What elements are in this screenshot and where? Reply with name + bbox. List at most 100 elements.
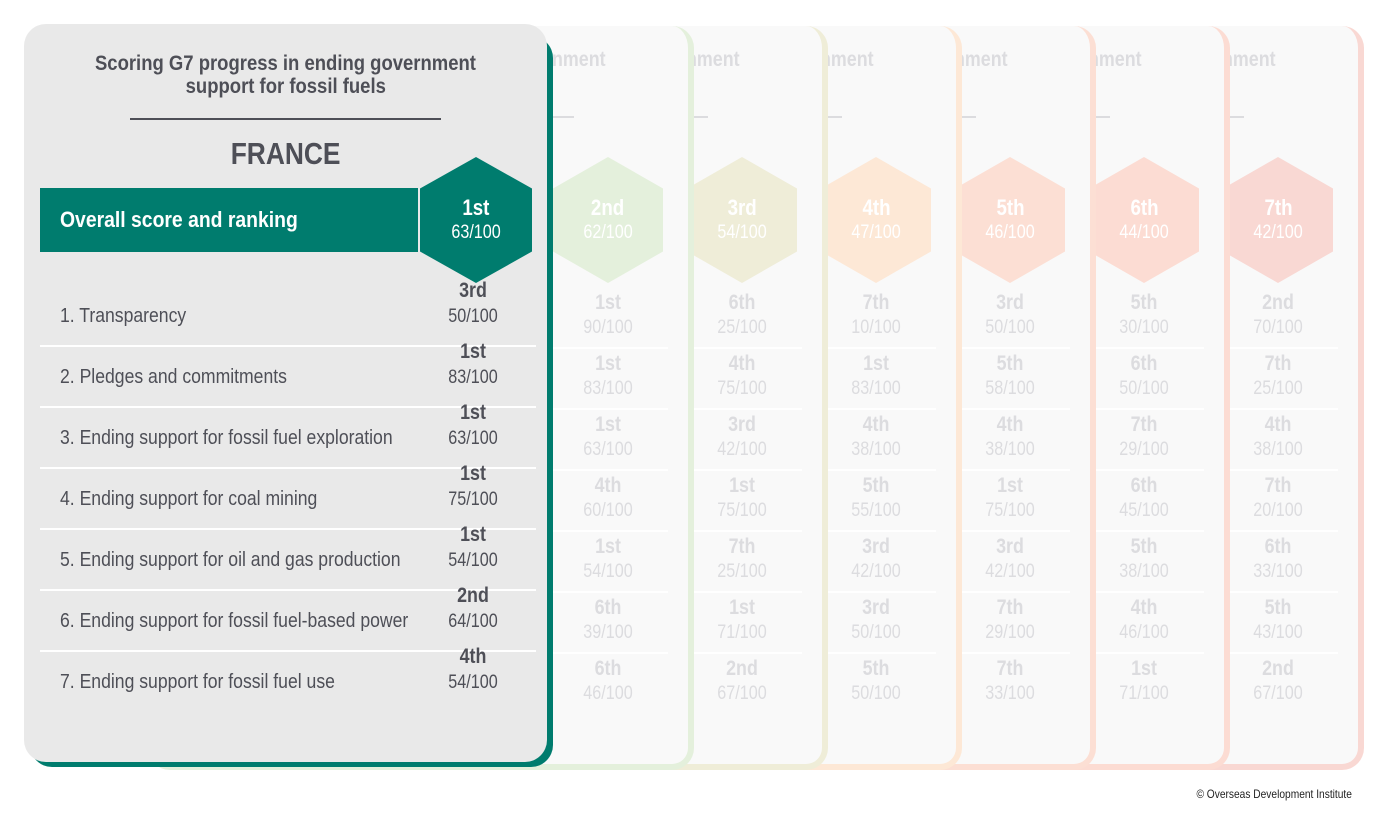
row-divider bbox=[1210, 530, 1338, 532]
category-rank: 7th bbox=[996, 657, 1024, 680]
row-divider bbox=[808, 652, 936, 654]
category-rank: 7th bbox=[1264, 474, 1292, 497]
category-score: 75/100 bbox=[985, 500, 1035, 521]
category-score-cell: 2nd 67/100 bbox=[687, 656, 797, 716]
category-score-cell: 3rd 50/100 bbox=[955, 290, 1065, 350]
category-score: 70/100 bbox=[1253, 317, 1303, 338]
category-score-cell: 3rd 42/100 bbox=[687, 412, 797, 472]
category-rank: 2nd bbox=[1262, 657, 1294, 680]
category-rank: 1st bbox=[729, 596, 755, 619]
row-divider bbox=[1076, 347, 1204, 349]
category-rank: 4th bbox=[728, 352, 756, 375]
overall-rank-hexagon: 1st 63/100 bbox=[420, 157, 532, 283]
category-score: 75/100 bbox=[717, 500, 767, 521]
category-label: 7. Ending support for fossil fuel use bbox=[60, 671, 335, 693]
category-score-cell: 1st 83/100 bbox=[553, 351, 663, 411]
row-divider bbox=[674, 347, 802, 349]
category-row: 1. Transparency 3rd 50/100 bbox=[40, 279, 536, 347]
row-divider bbox=[540, 530, 668, 532]
row-divider bbox=[1076, 652, 1204, 654]
category-score: 90/100 bbox=[583, 317, 633, 338]
category-rank: 3rd bbox=[459, 279, 487, 302]
row-divider bbox=[808, 469, 936, 471]
category-rank: 5th bbox=[996, 352, 1024, 375]
category-score-cell: 4th 60/100 bbox=[553, 473, 663, 533]
category-rank: 4th bbox=[996, 413, 1024, 436]
category-rank: 6th bbox=[1130, 352, 1158, 375]
category-score: 25/100 bbox=[717, 561, 767, 582]
row-divider bbox=[1210, 347, 1338, 349]
ghost-title-divider bbox=[1088, 116, 1110, 118]
category-rank: 5th bbox=[1130, 291, 1158, 314]
category-rank: 4th bbox=[862, 413, 890, 436]
category-rank: 7th bbox=[996, 596, 1024, 619]
category-rank: 4th bbox=[1264, 413, 1292, 436]
category-label: 4. Ending support for coal mining bbox=[60, 488, 318, 510]
category-score: 54/100 bbox=[583, 561, 633, 582]
category-score: 50/100 bbox=[1119, 378, 1169, 399]
category-rank: 1st bbox=[729, 474, 755, 497]
category-rank: 1st bbox=[460, 401, 486, 424]
category-rank: 7th bbox=[728, 535, 756, 558]
category-row: 3. Ending support for fossil fuel explor… bbox=[40, 401, 536, 469]
category-rank: 1st bbox=[460, 523, 486, 546]
category-score-cell: 4th 46/100 bbox=[1089, 595, 1199, 655]
category-score-cell: 1st 75/100 bbox=[418, 461, 528, 513]
category-rank: 6th bbox=[594, 657, 622, 680]
category-score-cell: 7th 25/100 bbox=[687, 534, 797, 594]
category-rank: 3rd bbox=[996, 535, 1024, 558]
category-row: 7. Ending support for fossil fuel use 4th… bbox=[40, 645, 536, 713]
category-rank: 3rd bbox=[862, 535, 890, 558]
category-score: 54/100 bbox=[448, 550, 498, 571]
overall-score: 46/100 bbox=[985, 222, 1035, 243]
category-rank: 1st bbox=[1131, 657, 1157, 680]
category-rank: 4th bbox=[459, 645, 487, 668]
category-score: 50/100 bbox=[851, 622, 901, 643]
overall-rank-hexagon: 6th 44/100 bbox=[1089, 157, 1199, 283]
category-score-cell: 1st 83/100 bbox=[418, 339, 528, 391]
ghost-title-fragment: nment bbox=[954, 48, 1008, 71]
category-label: 2. Pledges and commitments bbox=[60, 366, 287, 388]
category-score: 50/100 bbox=[851, 683, 901, 704]
category-score-cell: 6th 45/100 bbox=[1089, 473, 1199, 533]
category-score: 71/100 bbox=[717, 622, 767, 643]
category-score-cell: 1st 71/100 bbox=[687, 595, 797, 655]
category-score: 45/100 bbox=[1119, 500, 1169, 521]
category-score: 29/100 bbox=[985, 622, 1035, 643]
category-score: 38/100 bbox=[985, 439, 1035, 460]
row-divider bbox=[40, 467, 536, 469]
country-name: FRANCE bbox=[230, 136, 341, 171]
ghost-title-divider bbox=[1222, 116, 1244, 118]
category-label: 5. Ending support for oil and gas produc… bbox=[60, 549, 401, 571]
overall-score-bar: Overall score and ranking bbox=[40, 188, 418, 252]
category-score-cell: 5th 50/100 bbox=[821, 656, 931, 716]
category-score: 60/100 bbox=[583, 500, 633, 521]
category-label: 3. Ending support for fossil fuel explor… bbox=[60, 427, 393, 449]
ghost-title-fragment: nment bbox=[552, 48, 606, 71]
category-score: 67/100 bbox=[717, 683, 767, 704]
row-divider bbox=[674, 591, 802, 593]
category-rank: 5th bbox=[1130, 535, 1158, 558]
category-rank: 5th bbox=[862, 657, 890, 680]
category-score: 25/100 bbox=[717, 317, 767, 338]
row-divider bbox=[674, 530, 802, 532]
row-divider bbox=[942, 347, 1070, 349]
category-score: 46/100 bbox=[1119, 622, 1169, 643]
category-rank: 2nd bbox=[1262, 291, 1294, 314]
category-rank: 3rd bbox=[996, 291, 1024, 314]
category-score: 67/100 bbox=[1253, 683, 1303, 704]
category-rank: 3rd bbox=[862, 596, 890, 619]
overall-score: 42/100 bbox=[1253, 222, 1303, 243]
category-score-cell: 5th 43/100 bbox=[1223, 595, 1333, 655]
ghost-title-divider bbox=[954, 116, 976, 118]
category-score-cell: 1st 71/100 bbox=[1089, 656, 1199, 716]
category-score: 33/100 bbox=[985, 683, 1035, 704]
row-divider bbox=[808, 347, 936, 349]
category-score: 50/100 bbox=[448, 306, 498, 327]
main-card-france: Scoring G7 progress in ending government… bbox=[24, 24, 547, 762]
category-rank: 5th bbox=[1264, 596, 1292, 619]
category-score-cell: 7th 10/100 bbox=[821, 290, 931, 350]
row-divider bbox=[942, 408, 1070, 410]
category-score-cell: 1st 75/100 bbox=[955, 473, 1065, 533]
